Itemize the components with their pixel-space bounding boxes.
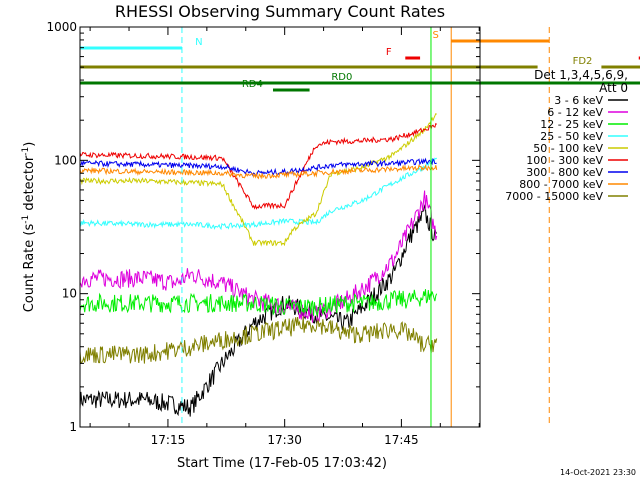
y-axis-label-sup2: -1 (21, 147, 31, 156)
state-label-4: FD2 (573, 56, 593, 67)
state-bars: NSFFD1FD2RD0RD4 (80, 30, 640, 92)
series-line-2 (79, 289, 438, 318)
series-line-4 (79, 112, 437, 247)
legend-label-8: 7000 - 15000 keV (505, 190, 603, 203)
x-tick-label-1: 17:30 (267, 433, 302, 447)
render-timestamp: 14-Oct-2021 23:30 (560, 468, 636, 477)
state-vertical-lines (79, 27, 550, 427)
y-axis-label: Count Rate (s-1 detector-1) (21, 142, 37, 313)
y-tick-label-0: 1 (69, 420, 77, 434)
y-tick-label-1: 10 (62, 287, 77, 301)
legend-header-detectors: Det 1,3,4,5,6,9, (534, 68, 628, 82)
state-label-0: N (195, 37, 202, 48)
legend-label-7: 800 - 7000 keV (519, 178, 603, 191)
y-axis-label-main: Count Rate (s (22, 224, 37, 313)
series-line-7 (79, 164, 438, 180)
legend-label-6: 300 - 800 keV (526, 166, 603, 179)
legend-label-4: 50 - 100 keV (533, 142, 603, 155)
state-label-2: F (386, 47, 392, 58)
legend-label-0: 3 - 6 keV (554, 94, 603, 107)
series-line-3 (79, 157, 438, 231)
x-tick-label-0: 17:15 (151, 433, 186, 447)
series-line-6 (79, 157, 437, 177)
axes: 1 10 100 1000 17:15 17:30 17:45 (46, 20, 480, 447)
series-line-5 (79, 122, 437, 210)
plot-frame (79, 26, 481, 428)
state-label-6: RD4 (242, 79, 263, 90)
legend-label-2: 12 - 25 keV (540, 118, 603, 131)
state-label-5: RD0 (331, 72, 352, 83)
series-line-8 (79, 316, 438, 365)
chart-title: RHESSI Observing Summary Count Rates (115, 2, 445, 21)
x-tick-label-2: 17:45 (384, 433, 419, 447)
legend-label-1: 6 - 12 keV (547, 106, 603, 119)
y-tick-label-3: 1000 (46, 20, 77, 34)
y-axis-label-sup1: -1 (21, 215, 31, 224)
series-group (79, 112, 438, 417)
x-axis-label: Start Time (17-Feb-05 17:03:42) (177, 456, 387, 471)
legend-label-3: 25 - 50 keV (540, 130, 603, 143)
legend-label-5: 100 - 300 keV (526, 154, 603, 167)
series-line-1 (79, 190, 438, 323)
legend-header-attenuator: Att 0 (599, 81, 628, 95)
y-axis-label-mid: detector (22, 155, 37, 215)
y-tick-label-2: 100 (54, 153, 77, 167)
y-axis-label-end: ) (22, 142, 37, 147)
state-label-1: S (433, 30, 439, 41)
series-line-0 (79, 204, 438, 417)
